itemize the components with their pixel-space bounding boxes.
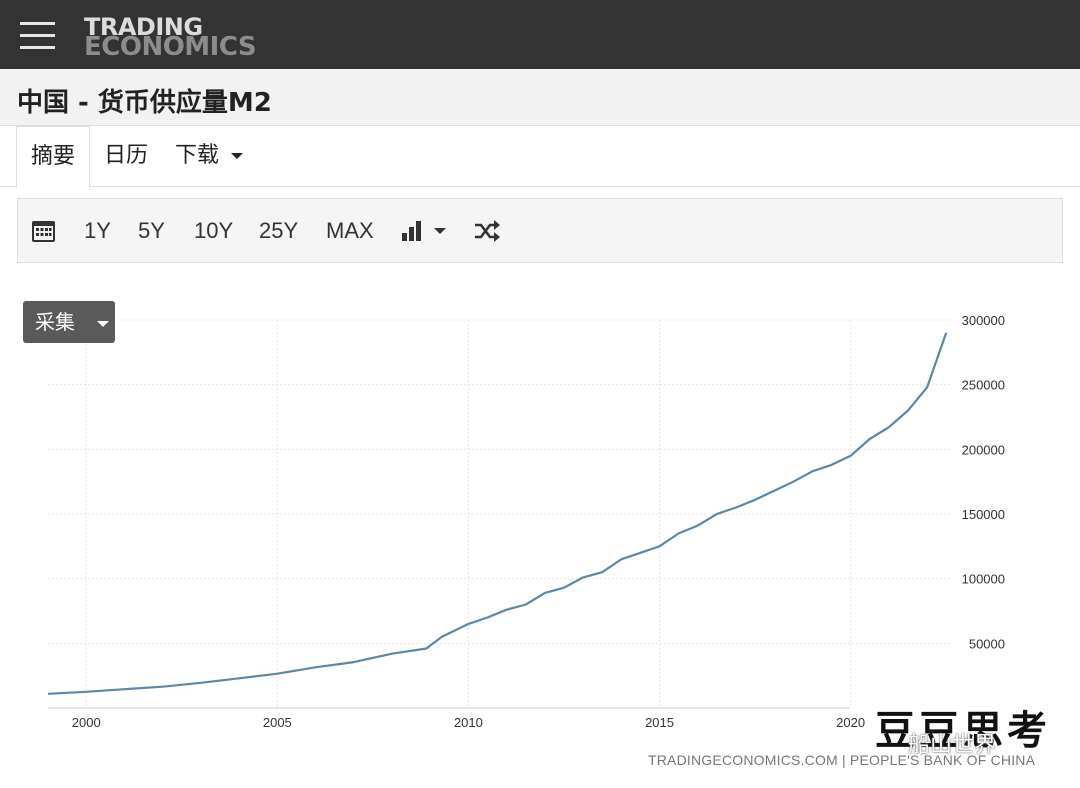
- collect-button[interactable]: 采集: [23, 301, 115, 343]
- calendar-icon[interactable]: [31, 218, 57, 244]
- chart-toolbar: 1Y 5Y 10Y 25Y MAX: [17, 198, 1063, 263]
- range-5y-button[interactable]: 5Y: [138, 218, 165, 243]
- bar-chart-icon: [402, 221, 446, 241]
- logo[interactable]: TRADING ECONOMICS: [84, 13, 257, 62]
- top-navigation-bar: TRADING ECONOMICS: [0, 0, 1080, 69]
- chevron-down-icon: [97, 320, 109, 327]
- y-tick-label: 200000: [962, 442, 1005, 457]
- range-10y-button[interactable]: 10Y: [194, 218, 234, 243]
- x-tick-label: 2015: [645, 715, 674, 730]
- title-bar: 中国 - 货币供应量M2: [0, 69, 1080, 126]
- range-25y-button[interactable]: 25Y: [259, 218, 299, 243]
- logo-line1: TRADING: [84, 13, 203, 41]
- logo-line2: ECONOMICS: [84, 32, 257, 62]
- y-tick-label: 150000: [962, 507, 1005, 522]
- y-tick-label: 300000: [962, 313, 1005, 328]
- chevron-down-icon: [231, 153, 244, 159]
- x-tick-label: 2020: [836, 715, 865, 730]
- tab-calendar-label: 日历: [104, 143, 149, 168]
- tab-calendar[interactable]: 日历: [104, 126, 148, 187]
- watermark-title: 豆豆思考: [875, 708, 1051, 754]
- y-tick-label: 250000: [962, 378, 1005, 393]
- page-title: 中国 - 货币供应量M2: [17, 88, 272, 118]
- shuffle-icon[interactable]: [474, 219, 500, 243]
- collect-label: 采集: [35, 310, 75, 334]
- y-tick-label: 50000: [969, 636, 1005, 651]
- m2-line-chart[interactable]: 50000 100000 150000 200000 250000 300000 2000 2…: [0, 263, 1080, 783]
- y-tick-label: 100000: [962, 572, 1005, 587]
- range-max-button[interactable]: MAX: [326, 218, 374, 243]
- x-tick-label: 2000: [72, 715, 101, 730]
- source-credit[interactable]: TRADINGECONOMICS.COM | PEOPLE'S BANK OF …: [648, 752, 1036, 768]
- x-tick-label: 2005: [263, 715, 292, 730]
- tab-summary[interactable]: 摘要: [16, 126, 90, 188]
- range-1y-button[interactable]: 1Y: [84, 218, 111, 243]
- menu-icon[interactable]: [20, 22, 55, 50]
- tab-bar: 摘要 日历 下载: [0, 126, 1080, 188]
- chart-type-dropdown[interactable]: [401, 219, 449, 243]
- tab-download[interactable]: 下载: [175, 126, 244, 187]
- chart-area: 50000 100000 150000 200000 250000 300000 2000 2…: [0, 263, 1080, 783]
- x-tick-label: 2010: [454, 715, 483, 730]
- m2-series-line: [47, 332, 948, 695]
- tab-summary-label: 摘要: [31, 144, 76, 169]
- tab-download-label: 下载: [175, 143, 220, 168]
- watermark-wechat: 船山世界: [908, 733, 997, 758]
